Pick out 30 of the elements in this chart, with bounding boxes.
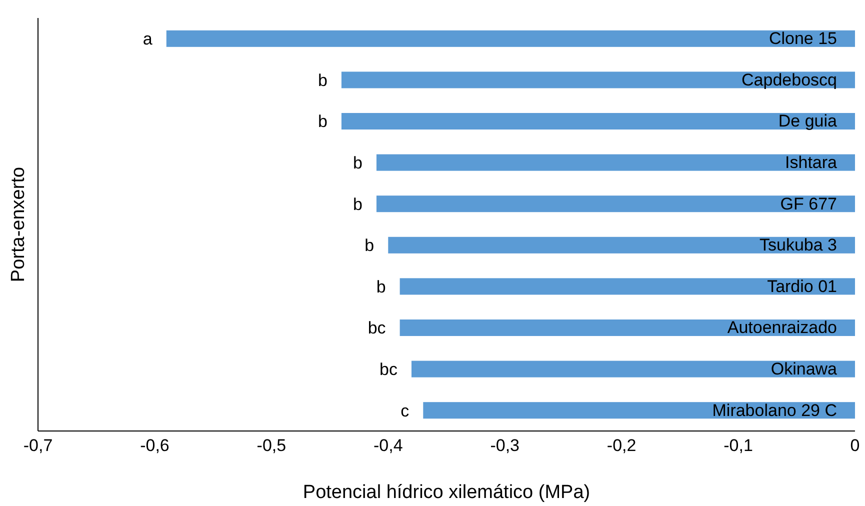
annotation: b — [376, 277, 386, 296]
x-axis-title: Potencial hídrico xilemático (MPa) — [302, 482, 590, 503]
y-tick-label: Capdeboscq — [742, 70, 837, 90]
annotation: b — [364, 236, 374, 256]
y-tick-label: Autoenraizado — [727, 318, 837, 338]
x-tick-label: 0 — [850, 436, 860, 456]
annotation: c — [400, 401, 410, 420]
annotation: b — [318, 112, 328, 132]
x-tick-label: -0,7 — [23, 436, 53, 456]
x-tick-label: -0,4 — [373, 436, 403, 456]
y-tick-label: GF 677 — [780, 194, 837, 214]
annotation: bc — [380, 360, 398, 379]
y-tick-label: Tsukuba 3 — [760, 236, 837, 255]
annotation: b — [353, 194, 362, 214]
y-tick-label: Clone 15 — [768, 29, 837, 48]
annotation: bc — [368, 318, 386, 338]
x-tick-label: -0,2 — [606, 436, 636, 456]
annotation: b — [353, 154, 362, 172]
x-tick-label: -0,5 — [256, 436, 286, 456]
y-axis-title: Porta-enxerto — [8, 166, 29, 282]
annotation: a — [142, 30, 153, 49]
y-tick-label: Ishtara — [785, 152, 838, 172]
y-tick-label: De guia — [778, 112, 838, 131]
y-tick-label: Okinawa — [770, 359, 838, 378]
x-tick-label: -0,1 — [724, 436, 753, 456]
x-tick-label: -0,6 — [140, 436, 170, 456]
annotation: b — [318, 70, 328, 90]
y-tick-label: Tardio 01 — [767, 276, 837, 296]
x-tick-label: -0,3 — [490, 436, 520, 456]
y-tick-label: Mirabolano 29 C — [712, 400, 837, 420]
